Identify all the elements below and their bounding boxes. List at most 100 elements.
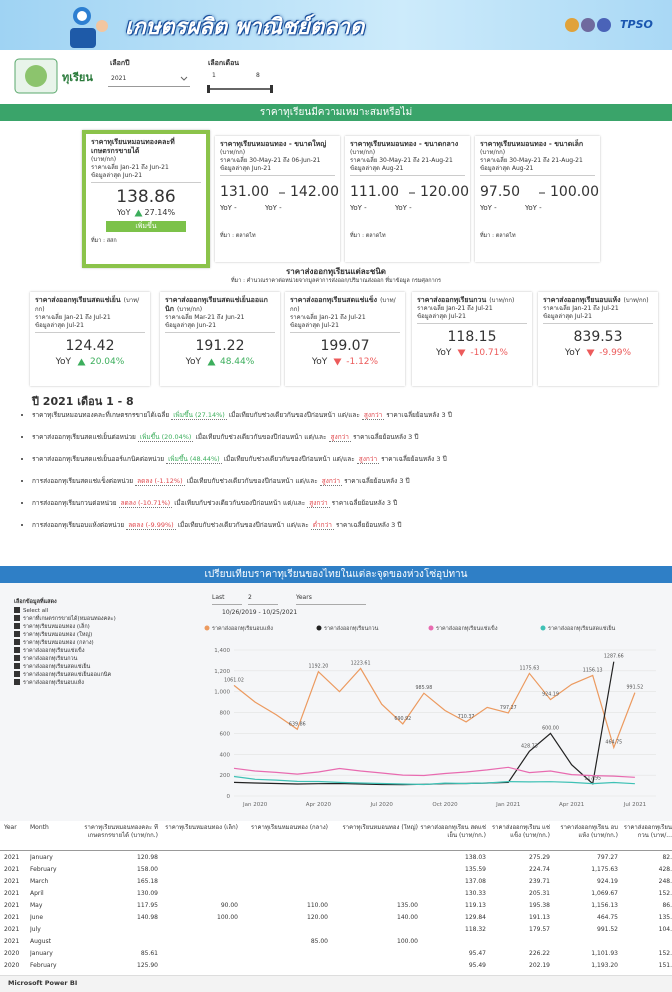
summary-item: การส่งออกทุเรียนสดแช่แข็งต่อหน่วยลดลง (-… xyxy=(32,476,672,487)
table-cell: 1,101.93 xyxy=(552,950,618,957)
option-label: ราคาทุเรียนหมอนทอง (เล็ก) xyxy=(23,624,90,630)
table-cell: 119.13 xyxy=(420,902,486,909)
option-label: ราคาส่งออกทุเรียนกวน xyxy=(23,656,77,662)
level: สูงกว่า xyxy=(357,455,379,464)
table-cell: 1,193.20 xyxy=(552,962,618,969)
select-all[interactable]: Select all xyxy=(14,607,199,615)
export-card: ราคาส่งออกทุเรียนอบแห้ง(บาท/กก)ราคาเฉลี่… xyxy=(538,292,658,386)
legend-label: ราคาส่งออกทุเรียนกวน xyxy=(324,625,379,632)
ending: ราคาเฉลี่ยย้อนหลัง 3 ปี xyxy=(381,455,447,463)
card-latest: ข้อมูลล่าสุด Jun-21 xyxy=(165,322,275,333)
subject: ราคาทุเรียนหมอนทองคละที่เกษตรกรขายได้เฉล… xyxy=(32,411,169,419)
column-header[interactable]: ราคาทุเรียนหมอนทอง (ใหญ่) xyxy=(330,824,418,832)
data-label: 1287.66 xyxy=(604,654,624,660)
yoy-low: YoY - xyxy=(350,204,367,212)
level: สูงกว่า xyxy=(329,433,351,442)
comparison-text: เมื่อเทียบกับช่วงเดียวกันของปีก่อนหน้า แ… xyxy=(187,477,318,485)
table-cell: 86. xyxy=(620,902,672,909)
card-value: 191.22 xyxy=(165,336,275,356)
table-cell: 100.00 xyxy=(160,914,238,921)
table-cell: 226.22 xyxy=(488,950,550,957)
card-unit: (บาท/กก) xyxy=(220,149,335,157)
card-latest: ข้อมูลล่าสุด Jul-21 xyxy=(35,322,145,333)
column-header[interactable]: ราคาทุเรียนหมอนทอง (กลาง) xyxy=(240,824,328,832)
checkbox xyxy=(14,607,20,613)
legend-label: ราคาส่งออกทุเรียนแช่แข็ง xyxy=(436,624,498,632)
data-label: 924.19 xyxy=(542,692,559,698)
year-dropdown[interactable]: 2021 xyxy=(108,72,190,87)
checkbox xyxy=(14,655,20,661)
arrow-shape xyxy=(458,349,466,356)
table-cell: 135.00 xyxy=(330,902,418,909)
period-unit[interactable]: Years xyxy=(296,594,366,605)
comparison-text: เมื่อเทียบกับช่วงเดียวกันของปีก่อนหน้า แ… xyxy=(195,433,326,441)
table-cell: 2020 xyxy=(4,962,30,969)
column-header[interactable]: Month xyxy=(30,824,66,832)
column-header[interactable]: ราคาทุเรียนหมอนทองคละ ที่เกษตรกรขายได้ (… xyxy=(66,824,158,840)
durian-icon xyxy=(14,58,58,94)
card-period: ราคาเฉลี่ย Jan-21 ถึง Jul-21 xyxy=(35,314,145,322)
month-slider[interactable] xyxy=(206,84,276,94)
slicer-option[interactable]: ราคาส่งออกทุเรียนแช่แข็ง xyxy=(14,647,199,655)
period-count[interactable]: 2 xyxy=(248,594,278,605)
title-text: ราคาส่งออกทุเรียนสดแช่เย็น xyxy=(35,296,121,304)
checkbox-box xyxy=(14,631,20,637)
comparison-text: เมื่อเทียบกับช่วงเดียวกันของปีก่อนหน้า แ… xyxy=(224,455,355,463)
yoy-low: YoY - xyxy=(480,204,497,212)
series-slicer: Select allราคาที่เกษตรกรขายได้(หมอนทองคล… xyxy=(14,607,199,687)
card-unit: (บาท/กก) xyxy=(624,297,649,304)
table-cell: 2021 xyxy=(4,902,30,909)
y-tick-label: 400 xyxy=(220,752,231,758)
arrow-shape xyxy=(587,349,595,356)
yoy-value: -9.99% xyxy=(599,348,631,358)
column-header[interactable]: ราคาส่งออกทุเรียน อบแห้ง (บาท/กก.) xyxy=(552,824,618,840)
column-header[interactable]: ราคาส่งออกทุเรียน สดแช่เย็น (บาท/กก.) xyxy=(420,824,486,840)
yoy-label: YoY xyxy=(117,208,131,217)
slicer-option[interactable]: ราคาส่งออกทุเรียนสดแช่เย็น xyxy=(14,663,199,671)
card-title: ราคาทุเรียนหมอนทอง - ขนาดใหญ่ xyxy=(220,140,335,149)
table-cell: 797.27 xyxy=(552,854,618,861)
data-label: 1175.63 xyxy=(519,665,539,671)
table-cell: 152. xyxy=(620,950,672,957)
price-card: ราคาทุเรียนหมอนทองคละที่เกษตรกรขายได้(บา… xyxy=(82,130,210,268)
checkbox xyxy=(14,647,20,653)
slicer-option[interactable]: ราคาที่เกษตรกรขายได้(หมอนทองคละ) xyxy=(14,615,199,623)
summary-item: ราคาส่งออกทุเรียนสดแช่เย็นออร์แกนิคต่อหน… xyxy=(32,454,672,465)
table-cell: 1,175.63 xyxy=(552,866,618,873)
title-text: ราคาส่งออกทุเรียนสดแช่แข็ง xyxy=(290,296,377,304)
level: สูงกว่า xyxy=(320,477,342,486)
table-cell: 125.90 xyxy=(66,962,158,969)
slicer-option[interactable]: ราคาส่งออกทุเรียนกวน xyxy=(14,655,199,663)
slicer-option[interactable]: ราคาทุเรียนหมอนทอง (ใหญ่) xyxy=(14,631,199,639)
yoy-label: YoY xyxy=(186,357,201,367)
range-low: 111.00 xyxy=(350,180,399,204)
export-card: ราคาส่งออกทุเรียนกวน(บาท/กก)ราคาเฉลี่ย J… xyxy=(412,292,532,386)
dashboard: เกษตรผลิต พาณิชย์ตลาด TPSO ทุเรียน เลือก… xyxy=(0,0,672,991)
table-cell: 140.98 xyxy=(66,914,158,921)
card-source: ที่มา : สสก xyxy=(91,237,201,245)
checkbox xyxy=(14,671,20,677)
title-text: ราคาส่งออกทุเรียนอบแห้ง xyxy=(543,296,621,304)
status-badge: เพิ่มขึ้น xyxy=(106,221,186,232)
x-tick-label: Jan 2021 xyxy=(495,802,520,808)
range-high: 142.00 xyxy=(290,180,339,204)
card-value: 199.07 xyxy=(290,336,400,356)
table-cell: 110.00 xyxy=(240,902,328,909)
slicer-option[interactable]: ราคาส่งออกทุเรียนสดแช่เย็นออแกนิค xyxy=(14,671,199,679)
comparison-text: เมื่อเทียบกับช่วงเดียวกันของปีก่อนหน้า แ… xyxy=(229,411,360,419)
column-header[interactable]: ราคาทุเรียนหมอนทอง (เล็ก) xyxy=(160,824,238,832)
slicer-option[interactable]: ราคาทุเรียนหมอนทอง (กลาง) xyxy=(14,639,199,647)
column-header[interactable]: Year xyxy=(4,824,30,832)
slicer-option[interactable]: ราคาทุเรียนหมอนทอง (เล็ก) xyxy=(14,623,199,631)
slicer-option[interactable]: ราคาส่งออกทุเรียนอบแห้ง xyxy=(14,679,199,687)
card-unit: (บาท/กก) xyxy=(350,149,465,157)
comparison-title: เปรียบเทียบราคาทุเรียนของไทยในแต่ละจุดขอ… xyxy=(0,566,672,583)
footer-brand: Microsoft Power BI xyxy=(8,979,77,987)
column-header[interactable]: ราคาส่งออกทุเรียน กวน (บาท/... xyxy=(620,824,672,840)
card-source: ที่มา : ตลาดไท xyxy=(480,232,595,240)
year-value: 2021 xyxy=(111,75,126,82)
period-mode[interactable]: Last xyxy=(212,594,242,605)
column-header[interactable]: ราคาส่งออกทุเรียน แช่แข็ง (บาท/กก.) xyxy=(488,824,550,840)
card-period: ราคาเฉลี่ย Jan-21 ถึง Jun-21 xyxy=(91,164,201,172)
